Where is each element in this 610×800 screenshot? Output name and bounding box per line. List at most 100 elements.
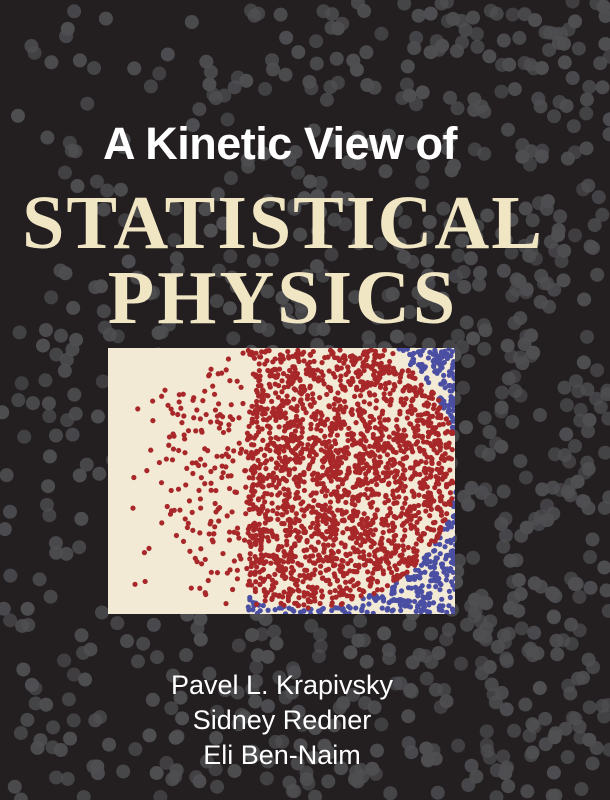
simulation-particle [429, 443, 435, 449]
simulation-particle [416, 349, 422, 355]
simulation-particle [365, 495, 371, 501]
background-particle [25, 396, 40, 411]
simulation-particle [424, 439, 430, 445]
simulation-particle [332, 605, 339, 611]
simulation-particle [417, 480, 423, 486]
simulation-particle [254, 482, 260, 488]
background-particle [602, 112, 610, 127]
background-particle [567, 577, 582, 592]
simulation-particle [162, 387, 168, 393]
simulation-particle [401, 533, 408, 539]
simulation-particle [336, 495, 342, 501]
simulation-particle [283, 574, 289, 580]
simulation-particle [311, 375, 317, 381]
simulation-particle [453, 489, 455, 495]
simulation-particle [254, 564, 260, 570]
simulation-particle [381, 522, 387, 528]
simulation-particle [404, 348, 411, 351]
simulation-particle [250, 371, 256, 377]
simulation-particle [340, 477, 347, 483]
background-particle [419, 671, 434, 686]
simulation-particle [446, 603, 452, 609]
simulation-particle [372, 514, 379, 520]
background-particle [437, 683, 452, 698]
simulation-particle [444, 609, 450, 614]
simulation-particle [426, 379, 432, 386]
simulation-particle [168, 406, 174, 412]
simulation-particle [333, 448, 339, 454]
simulation-particle [437, 405, 443, 411]
simulation-particle [169, 457, 176, 463]
background-particle [110, 616, 125, 631]
background-particle [431, 42, 446, 57]
simulation-particle [230, 458, 236, 464]
simulation-particle [332, 473, 339, 479]
simulation-particle [260, 437, 266, 443]
background-particle [530, 646, 545, 661]
simulation-particle [379, 535, 385, 541]
background-particle [41, 396, 56, 411]
background-particle [494, 84, 509, 99]
background-particle [495, 57, 510, 72]
simulation-particle [379, 605, 385, 611]
simulation-particle [301, 358, 307, 364]
simulation-particle [264, 534, 271, 541]
background-particle [287, 201, 302, 216]
background-particle [203, 223, 218, 238]
simulation-particle [404, 415, 410, 421]
simulation-particle [399, 505, 406, 511]
simulation-particle [146, 545, 152, 552]
simulation-particle [271, 584, 277, 590]
simulation-particle [402, 442, 408, 448]
background-particle [377, 626, 392, 641]
background-particle [579, 106, 594, 121]
simulation-particle [369, 499, 376, 505]
background-particle [272, 670, 287, 685]
simulation-particle [360, 360, 366, 366]
simulation-particle [279, 389, 285, 395]
simulation-particle [381, 391, 387, 397]
simulation-particle [403, 495, 409, 501]
background-particle [76, 645, 91, 660]
background-particle [231, 717, 246, 732]
background-particle [557, 55, 572, 70]
background-particle [415, 159, 430, 174]
simulation-particle [355, 477, 362, 483]
simulation-particle [367, 583, 373, 589]
simulation-particle [362, 491, 368, 498]
simulation-particle [276, 605, 283, 611]
simulation-particle [226, 529, 233, 535]
simulation-particle [212, 500, 218, 507]
simulation-particle [197, 416, 203, 422]
simulation-particle [264, 475, 270, 481]
simulation-particle [285, 598, 291, 604]
simulation-particle [423, 594, 429, 600]
simulation-particle [405, 544, 411, 551]
background-particle [260, 754, 275, 769]
background-particle [42, 449, 57, 464]
simulation-particle [320, 459, 327, 465]
simulation-particle [357, 534, 364, 540]
simulation-particle [387, 505, 393, 512]
simulation-particle [378, 437, 384, 443]
simulation-particle [284, 466, 290, 472]
simulation-particle [374, 470, 380, 476]
background-particle [525, 717, 540, 732]
simulation-particle [276, 383, 282, 389]
simulation-particle [338, 365, 344, 371]
simulation-particle [298, 391, 304, 397]
background-particle [496, 263, 511, 278]
simulation-particle [253, 432, 259, 438]
simulation-particle [453, 348, 455, 352]
simulation-particle [135, 406, 141, 412]
simulation-particle [412, 433, 418, 440]
simulation-particle [269, 409, 275, 415]
background-particle [534, 149, 549, 164]
background-particle [87, 61, 102, 76]
simulation-particle [340, 386, 346, 392]
background-particle [11, 393, 26, 408]
simulation-particle [282, 462, 288, 468]
simulation-particle [397, 596, 403, 603]
background-particle [0, 601, 11, 616]
background-particle [92, 466, 107, 481]
